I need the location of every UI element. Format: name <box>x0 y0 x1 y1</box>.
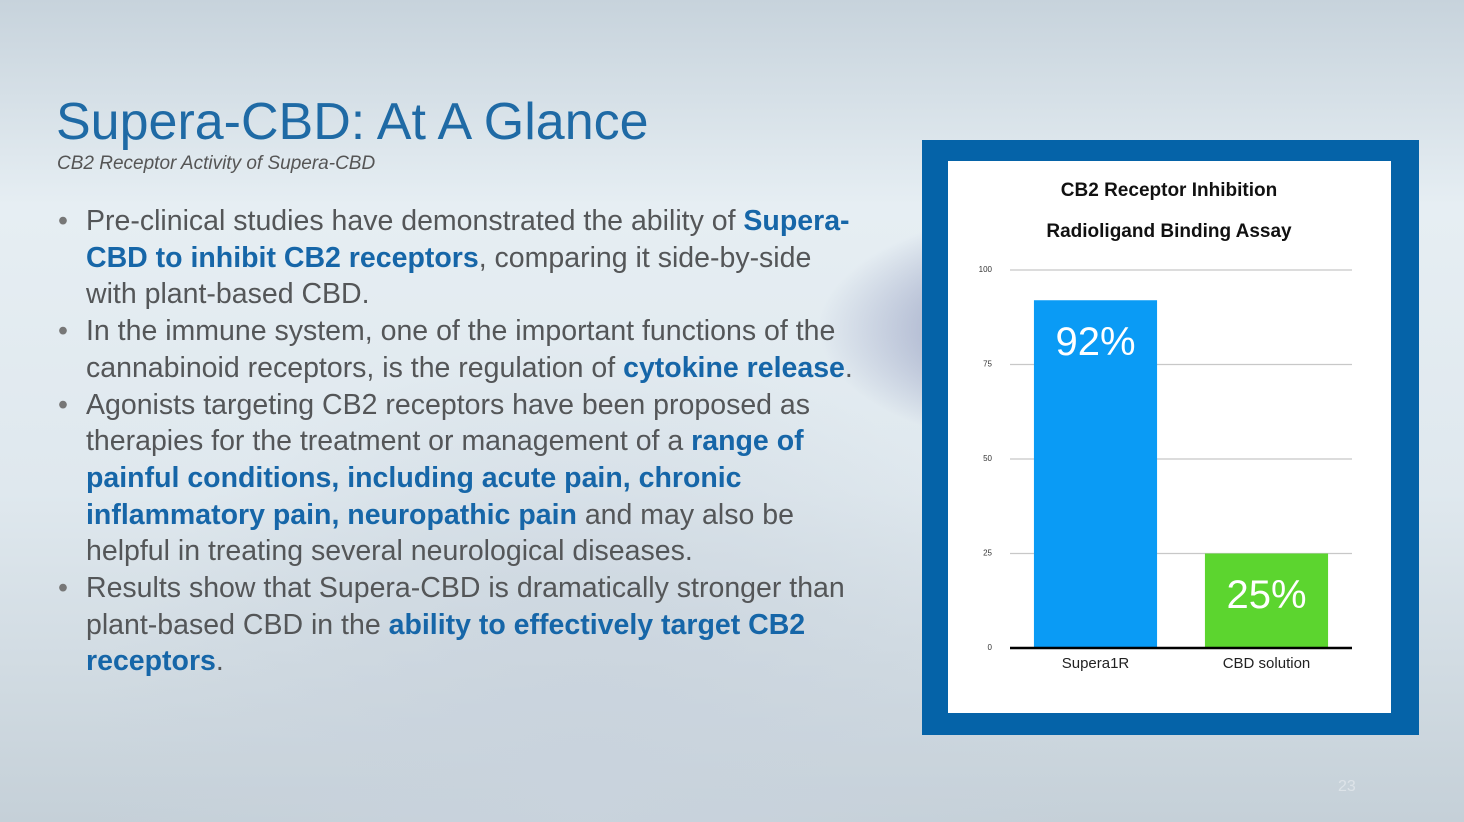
x-tick-label: Supera1R <box>1062 655 1130 672</box>
chart: CB2 Receptor Inhibition Radioligand Bind… <box>922 140 1419 735</box>
page-number: 23 <box>1338 778 1356 795</box>
bold-text: range of painful conditions, including a… <box>86 425 804 531</box>
y-tick-label: 50 <box>983 454 992 463</box>
x-tick-label: CBD solution <box>1223 655 1311 672</box>
text: . <box>215 645 224 678</box>
bold-text: cytokine release <box>623 351 845 384</box>
value-label: 92% <box>1055 320 1135 364</box>
text: Agonists targeting CB2 receptors have be… <box>86 388 811 458</box>
bullet-list: Pre-clinical studies have demonstrated t… <box>58 203 868 680</box>
slide-subtitle: CB2 Receptor Activity of Supera-CBD <box>57 153 376 174</box>
bar <box>1204 553 1329 648</box>
chart-subtitle: Radioligand Binding Assay <box>1046 221 1292 242</box>
text: Results show that Supera-CBD is dramatic… <box>86 572 845 641</box>
bar <box>1033 300 1158 648</box>
y-tick-label: 25 <box>983 549 992 558</box>
value-label: 25% <box>1226 573 1306 617</box>
bullet: Agonists targeting CB2 receptors have be… <box>58 387 868 571</box>
text: . <box>844 351 853 384</box>
text: Pre-clinical studies have demonstrated t… <box>86 205 744 237</box>
y-tick-label: 100 <box>979 265 993 274</box>
bullet: Pre-clinical studies have demonstrated t… <box>58 203 868 313</box>
bold-text: ability to effectively target CB2 recept… <box>86 608 806 678</box>
y-tick-label: 75 <box>983 360 992 369</box>
bold-text: Supera-CBD to inhibit CB2 receptors <box>86 205 850 274</box>
text: In the immune system, one of the importa… <box>86 315 836 384</box>
bullet: In the immune system, one of the importa… <box>58 313 868 386</box>
text: , comparing it side-by-side with plant-b… <box>86 241 812 311</box>
slide-title: Supera-CBD: At A Glance <box>56 93 649 151</box>
bullet: Results show that Supera-CBD is dramatic… <box>58 570 868 680</box>
text: and may also be helpful in treating seve… <box>86 498 794 568</box>
chart-title: CB2 Receptor Inhibition <box>1061 180 1277 201</box>
y-tick-label: 0 <box>988 643 993 652</box>
